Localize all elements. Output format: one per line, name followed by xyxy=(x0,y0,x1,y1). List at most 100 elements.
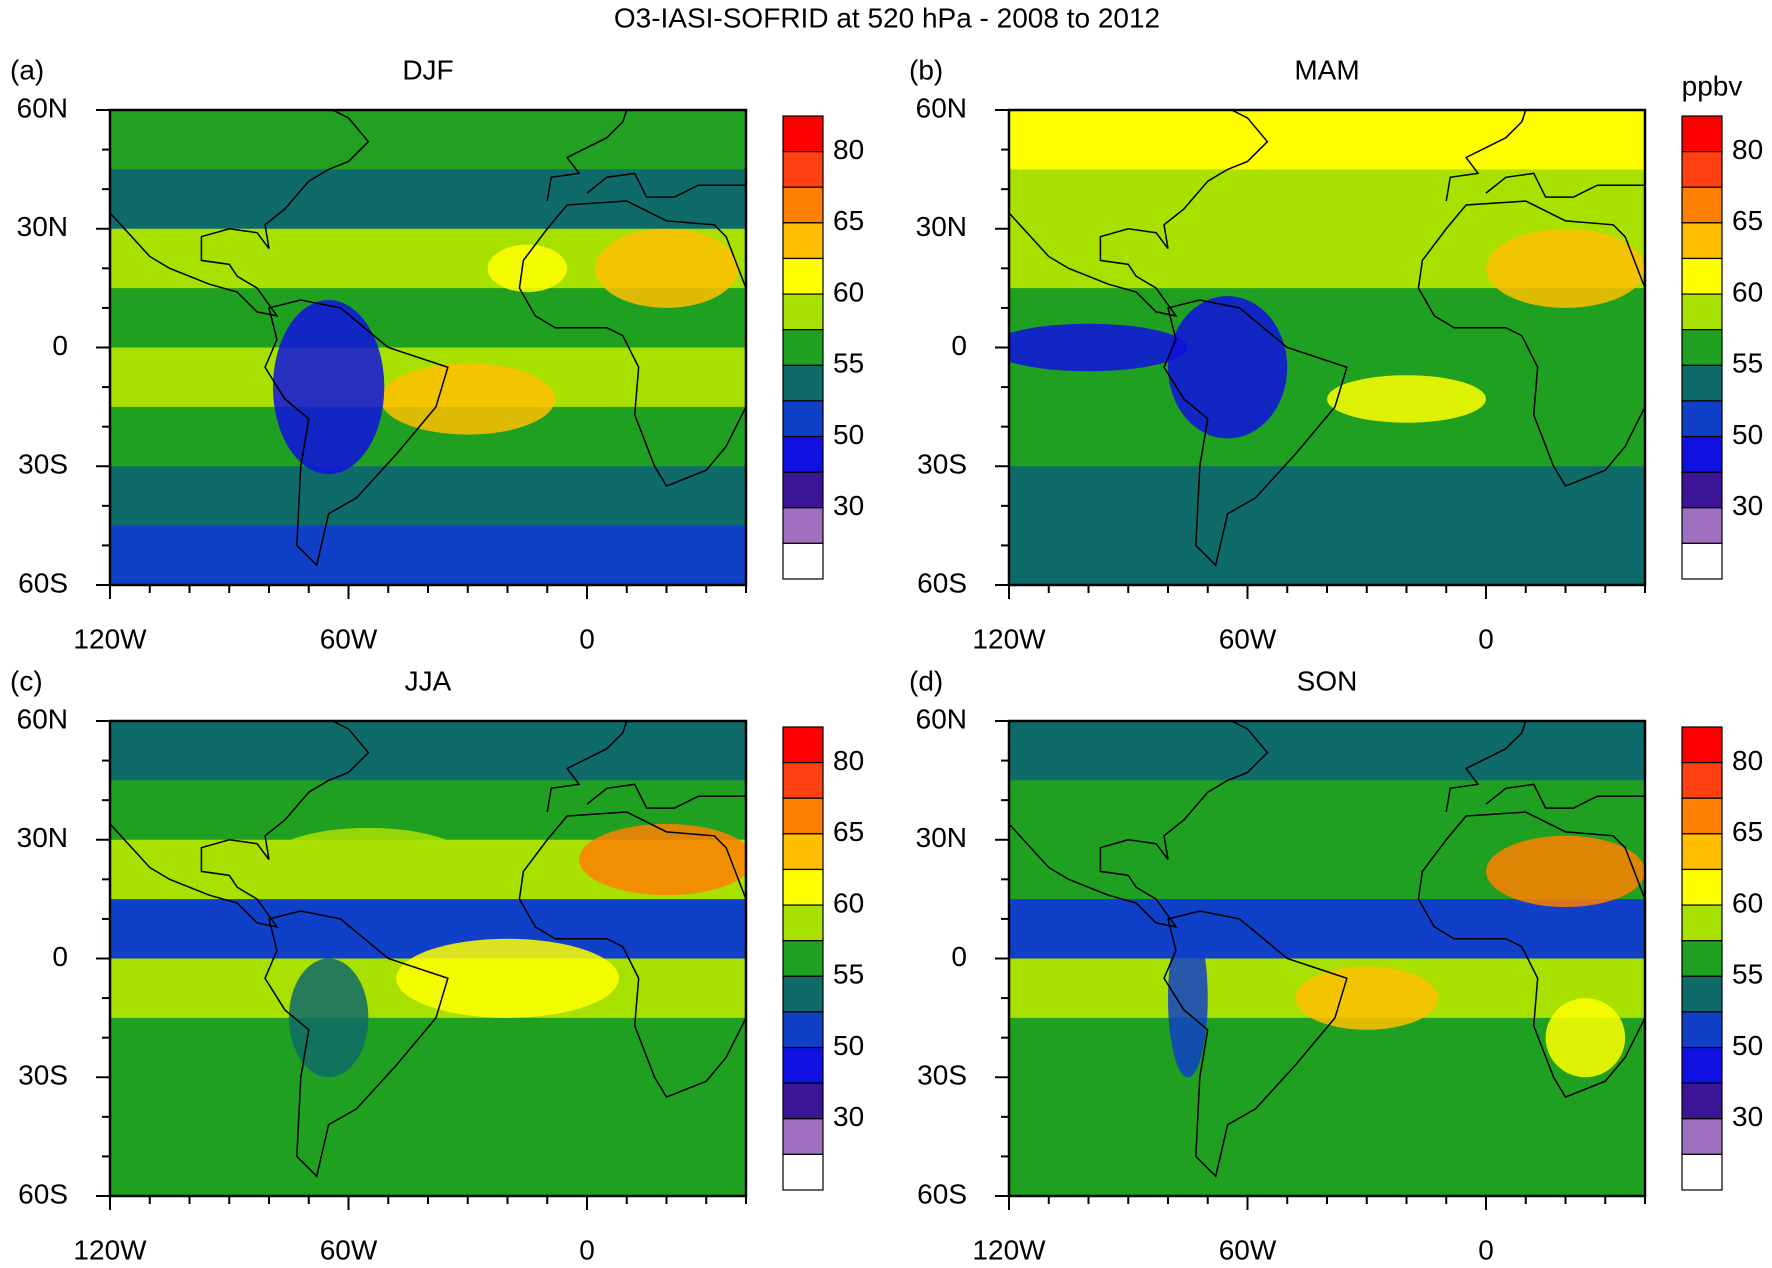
colorbar-box xyxy=(1681,364,1723,402)
colorbar: 80 65 60 55 50 30 xyxy=(782,726,864,1191)
colorbar-label: 50 xyxy=(1732,1030,1763,1061)
colorbar-label: 60 xyxy=(1732,276,1763,307)
colorbar-box xyxy=(782,1153,824,1191)
lat-label: 30S xyxy=(917,449,967,480)
coastline xyxy=(586,172,746,198)
colorbar: 80 65 60 55 50 30 xyxy=(1681,115,1763,580)
colorbar-box xyxy=(1681,293,1723,331)
colorbar-box xyxy=(1681,1082,1723,1120)
field-band xyxy=(110,525,746,585)
colorbar-box xyxy=(782,222,824,260)
colorbar-box xyxy=(782,542,824,580)
field-band xyxy=(1009,721,1645,782)
colorbar-box xyxy=(1681,507,1723,544)
field-blob xyxy=(396,938,619,1018)
lon-label: 60W xyxy=(1219,1234,1277,1265)
lon-label: 120W xyxy=(972,1234,1046,1265)
figure-title: O3-IASI-SOFRID at 520 hPa - 2008 to 2012 xyxy=(614,2,1160,33)
colorbar-box xyxy=(782,904,824,942)
coastline xyxy=(1163,910,1348,1178)
field-band xyxy=(1009,780,1645,841)
panel-label: (a) xyxy=(10,54,44,85)
field-band xyxy=(110,466,746,527)
field-band xyxy=(1009,466,1645,527)
colorbar-box xyxy=(1681,542,1723,580)
field-band xyxy=(1009,899,1645,960)
field-blob xyxy=(1327,375,1486,423)
lat-label: 30N xyxy=(17,822,68,853)
field-blob xyxy=(1486,835,1645,908)
coastline xyxy=(1485,172,1645,198)
colorbar-box xyxy=(1681,186,1723,224)
panel-title: SON xyxy=(1297,665,1358,696)
panel-label: (d) xyxy=(909,665,943,696)
colorbar-label: 65 xyxy=(833,816,864,847)
colorbar-label: 30 xyxy=(833,490,864,521)
colorbar-box xyxy=(782,762,824,799)
field-blob xyxy=(594,228,739,308)
colorbar-box xyxy=(782,1118,824,1155)
field-band xyxy=(110,1077,746,1138)
field-blob xyxy=(1009,323,1188,372)
field-blob xyxy=(272,300,385,475)
map-field xyxy=(1009,110,1645,585)
colorbar-box xyxy=(1681,797,1723,835)
colorbar-box xyxy=(782,435,824,473)
field-blob xyxy=(1168,918,1208,1078)
colorbar-box xyxy=(782,151,824,188)
colorbar-box xyxy=(1681,1046,1723,1084)
field-band xyxy=(1009,1077,1645,1138)
colorbar-box xyxy=(782,1011,824,1049)
field-blob xyxy=(579,823,746,896)
colorbar-box xyxy=(1681,868,1723,906)
colorbar-box xyxy=(782,833,824,871)
field-blob xyxy=(1168,296,1288,439)
colorbar-box xyxy=(782,868,824,906)
colorbar: 80 65 60 55 50 30 xyxy=(1681,726,1763,1191)
lon-label: 60W xyxy=(1219,623,1277,654)
colorbar-label: 80 xyxy=(1732,134,1763,165)
field-band xyxy=(110,1136,746,1196)
colorbar-label: 30 xyxy=(1732,490,1763,521)
colorbar-label: 65 xyxy=(1732,205,1763,236)
coastline xyxy=(1009,110,1269,317)
colorbar-label: 65 xyxy=(1732,816,1763,847)
lat-label: 60N xyxy=(916,703,967,734)
colorbar: 80 65 60 55 50 30 xyxy=(782,115,864,580)
colorbar-box xyxy=(1681,1011,1723,1049)
colorbar-box xyxy=(1681,222,1723,260)
colorbar-label: 80 xyxy=(833,745,864,776)
coastline xyxy=(1009,721,1269,928)
lat-label: 30S xyxy=(18,1060,68,1091)
colorbar-box xyxy=(782,726,824,764)
panel-label: (c) xyxy=(10,665,43,696)
lon-label: 120W xyxy=(73,623,147,654)
coastline xyxy=(546,110,628,202)
lat-label: 30N xyxy=(916,211,967,242)
lat-label: 60N xyxy=(916,92,967,123)
colorbar-box xyxy=(1681,329,1723,366)
lat-label: 60S xyxy=(917,567,967,598)
lat-label: 0 xyxy=(951,330,967,361)
field-band xyxy=(110,169,746,230)
lat-label: 30N xyxy=(916,822,967,853)
field-blob xyxy=(269,827,468,892)
colorbar-label: 60 xyxy=(833,276,864,307)
field-band xyxy=(110,721,746,782)
colorbar-box xyxy=(1681,1118,1723,1155)
lon-label: 60W xyxy=(320,1234,378,1265)
coastline xyxy=(1417,200,1645,487)
field-band xyxy=(1009,525,1645,585)
lon-label: 0 xyxy=(1478,623,1494,654)
colorbar-box xyxy=(782,507,824,544)
colorbar-label: 30 xyxy=(1732,1101,1763,1132)
coastline xyxy=(110,721,370,928)
colorbar-label: 30 xyxy=(833,1101,864,1132)
colorbar-label: 60 xyxy=(833,887,864,918)
map-field xyxy=(110,721,746,1196)
colorbar-box xyxy=(782,257,824,295)
